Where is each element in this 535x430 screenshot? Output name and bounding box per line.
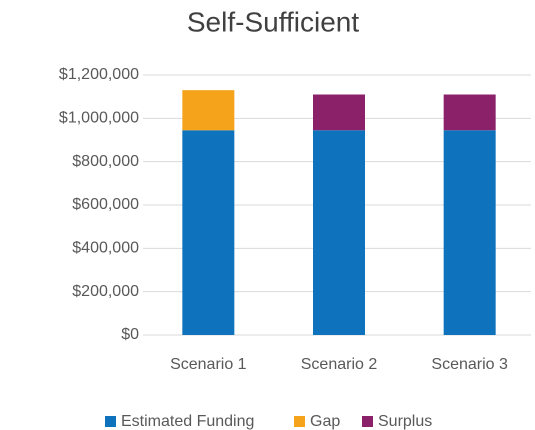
y-tick-label: $400,000 [72,240,139,257]
y-tick-label: $800,000 [72,153,139,170]
legend-label: Estimated Funding [121,413,254,430]
legend-swatch [362,416,373,427]
y-tick-label: $200,000 [72,283,139,300]
bar-segment [313,94,365,131]
x-tick-label: Scenario 1 [170,356,247,373]
y-tick-label: $1,200,000 [59,66,139,83]
y-tick-label: $0 [121,326,139,343]
x-tick-label: Scenario 3 [431,356,508,373]
bar-segment [443,94,496,131]
legend-label: Surplus [378,413,432,430]
x-tick-label: Scenario 2 [301,356,378,373]
y-tick-label: $1,000,000 [59,110,139,127]
bar-segment [443,130,496,335]
bar-segment [182,90,235,131]
y-tick-label: $600,000 [72,196,139,213]
bar-segment [313,130,365,335]
chart-title: Self-Sufficient [187,6,359,37]
legend-label: Gap [310,413,340,430]
bar-segment [182,130,235,335]
legend-swatch [105,416,116,427]
legend-swatch [294,416,305,427]
